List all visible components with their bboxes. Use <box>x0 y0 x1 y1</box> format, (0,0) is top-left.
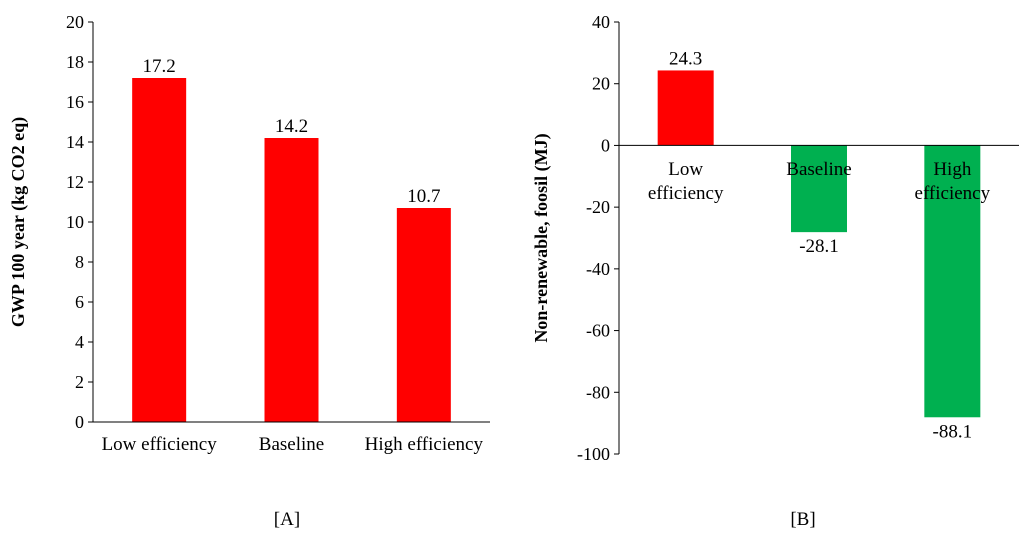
x-tick-label: Baseline <box>786 159 851 180</box>
x-tick-label: Low efficiency <box>102 434 218 455</box>
y-tick-label: -60 <box>586 321 610 341</box>
y-tick-label: 6 <box>75 292 84 312</box>
panel-label-b: [B] <box>790 509 815 530</box>
bar <box>264 138 319 422</box>
y-tick-label: 18 <box>66 52 84 72</box>
y-tick-label: 40 <box>592 12 610 32</box>
y-tick-label: 16 <box>66 92 84 112</box>
y-tick-label: 4 <box>75 332 84 352</box>
chart-b-nonrenewable: -100 -80 -60 -40 -20 0 20 40 24.3 -28.1 -88.1 Low ef… <box>531 12 1019 464</box>
y-tick-label: 2 <box>75 372 84 392</box>
x-tick-label: Low <box>668 159 703 180</box>
x-tick-label: Baseline <box>259 434 324 455</box>
bar <box>132 78 187 422</box>
y-tick-label: -80 <box>586 382 610 402</box>
data-label: 10.7 <box>407 186 440 207</box>
data-label: 24.3 <box>669 48 702 69</box>
x-tick-label: High <box>933 159 972 180</box>
chart-a-gwp: 0 2 4 6 8 10 12 14 16 18 20 17.2 14.2 10.7 Low efficie… <box>8 12 490 455</box>
y-axis-title: Non-renewable, foosil (MJ) <box>531 133 552 342</box>
y-tick-label: -100 <box>577 444 610 464</box>
y-tick-label: 20 <box>592 74 610 94</box>
panel-label-a: [A] <box>274 509 300 530</box>
y-tick-label: 8 <box>75 252 84 272</box>
y-tick-label: 20 <box>66 12 84 32</box>
bar <box>396 208 451 422</box>
data-label: -28.1 <box>799 236 839 257</box>
y-axis-title: GWP 100 year (kg CO2 eq) <box>8 117 29 327</box>
x-tick-label: efficiency <box>648 183 724 204</box>
y-tick-label: 10 <box>66 212 84 232</box>
data-label: 14.2 <box>275 116 308 137</box>
bar <box>657 70 714 146</box>
y-tick-label: -40 <box>586 259 610 279</box>
x-tick-label: efficiency <box>915 183 991 204</box>
bar <box>924 145 981 418</box>
data-label: 17.2 <box>143 56 176 77</box>
bar <box>791 145 847 233</box>
y-tick-label: 0 <box>75 412 84 432</box>
y-tick-label: 0 <box>601 135 610 155</box>
y-tick-label: 12 <box>66 172 84 192</box>
x-tick-label: High efficiency <box>365 434 484 455</box>
y-tick-label: 14 <box>66 132 84 152</box>
y-tick-label: -20 <box>586 197 610 217</box>
data-label: -88.1 <box>933 421 973 442</box>
